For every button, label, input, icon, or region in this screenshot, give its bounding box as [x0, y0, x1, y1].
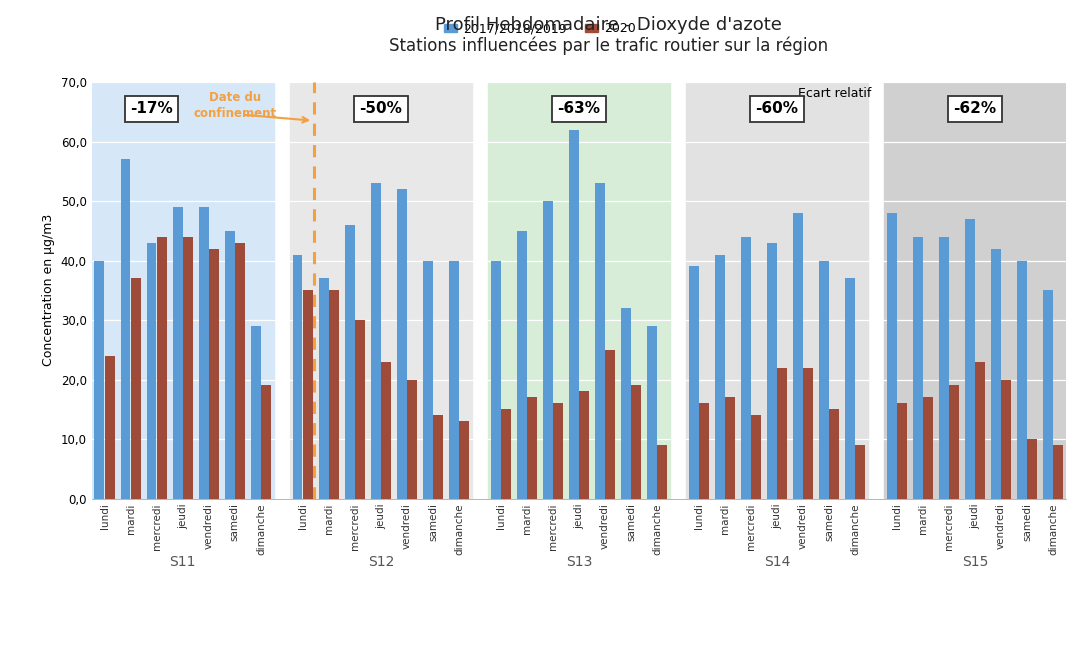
- Bar: [886, 213, 897, 499]
- Bar: [686, 82, 868, 499]
- Bar: [146, 243, 156, 499]
- Bar: [199, 207, 209, 499]
- Bar: [553, 403, 563, 499]
- Text: -60%: -60%: [755, 101, 798, 116]
- Bar: [605, 350, 615, 499]
- Bar: [370, 183, 380, 499]
- Bar: [845, 278, 855, 499]
- Bar: [121, 159, 130, 499]
- Bar: [688, 266, 699, 499]
- Text: S15: S15: [962, 555, 989, 569]
- Bar: [975, 361, 985, 499]
- Text: -63%: -63%: [558, 101, 600, 116]
- Bar: [92, 82, 274, 499]
- Bar: [1027, 439, 1037, 499]
- Text: S12: S12: [367, 555, 394, 569]
- Bar: [157, 237, 167, 499]
- Bar: [449, 260, 459, 499]
- Bar: [328, 290, 339, 499]
- Bar: [991, 249, 1001, 499]
- Bar: [595, 183, 605, 499]
- Bar: [884, 82, 1066, 499]
- Bar: [319, 278, 328, 499]
- Bar: [293, 255, 303, 499]
- Bar: [715, 255, 725, 499]
- Text: Ecart relatif: Ecart relatif: [798, 87, 871, 100]
- Bar: [949, 386, 959, 499]
- Bar: [423, 260, 433, 499]
- Bar: [235, 243, 244, 499]
- Bar: [657, 445, 667, 499]
- Bar: [488, 82, 670, 499]
- Bar: [631, 386, 641, 499]
- Text: S11: S11: [169, 555, 196, 569]
- Text: Date du
confinement: Date du confinement: [193, 91, 277, 120]
- Bar: [923, 398, 933, 499]
- Bar: [803, 367, 813, 499]
- Bar: [209, 249, 219, 499]
- Bar: [778, 367, 787, 499]
- Bar: [355, 320, 365, 499]
- Bar: [527, 398, 536, 499]
- Bar: [1053, 445, 1063, 499]
- Bar: [819, 260, 829, 499]
- Bar: [647, 326, 657, 499]
- Bar: [569, 130, 578, 499]
- Bar: [699, 403, 709, 499]
- Bar: [965, 219, 975, 499]
- Bar: [855, 445, 865, 499]
- Bar: [172, 207, 183, 499]
- Bar: [741, 237, 751, 499]
- Bar: [517, 231, 527, 499]
- Text: S14: S14: [764, 555, 791, 569]
- Bar: [543, 201, 553, 499]
- Text: Profil Hebdomadaire - Dioxyde d'azote: Profil Hebdomadaire - Dioxyde d'azote: [435, 16, 782, 34]
- Bar: [913, 237, 923, 499]
- Bar: [130, 278, 141, 499]
- Bar: [897, 403, 907, 499]
- Bar: [829, 409, 839, 499]
- Bar: [396, 189, 407, 499]
- Bar: [621, 308, 631, 499]
- Bar: [95, 260, 104, 499]
- Bar: [1002, 380, 1011, 499]
- Bar: [793, 213, 802, 499]
- Bar: [183, 237, 193, 499]
- Bar: [433, 415, 443, 499]
- Bar: [579, 392, 589, 499]
- Text: -50%: -50%: [360, 101, 403, 116]
- Bar: [261, 386, 271, 499]
- Bar: [767, 243, 777, 499]
- Bar: [939, 237, 949, 499]
- Bar: [491, 260, 501, 499]
- Bar: [501, 409, 510, 499]
- Bar: [751, 415, 761, 499]
- Bar: [381, 361, 391, 499]
- Text: Stations influencées par le trafic routier sur la région: Stations influencées par le trafic routi…: [389, 36, 828, 54]
- Text: -62%: -62%: [953, 101, 996, 116]
- Y-axis label: Concentration en µg/m3: Concentration en µg/m3: [42, 214, 55, 367]
- Text: -17%: -17%: [130, 101, 173, 116]
- Bar: [225, 231, 235, 499]
- Bar: [1044, 290, 1053, 499]
- Bar: [725, 398, 735, 499]
- Bar: [459, 421, 470, 499]
- Bar: [303, 290, 312, 499]
- Bar: [104, 356, 114, 499]
- Legend: 2017/2018/2019, 2020: 2017/2018/2019, 2020: [439, 18, 641, 41]
- Bar: [290, 82, 472, 499]
- Bar: [407, 380, 417, 499]
- Text: S13: S13: [565, 555, 592, 569]
- Bar: [1017, 260, 1027, 499]
- Bar: [345, 225, 354, 499]
- Bar: [251, 326, 261, 499]
